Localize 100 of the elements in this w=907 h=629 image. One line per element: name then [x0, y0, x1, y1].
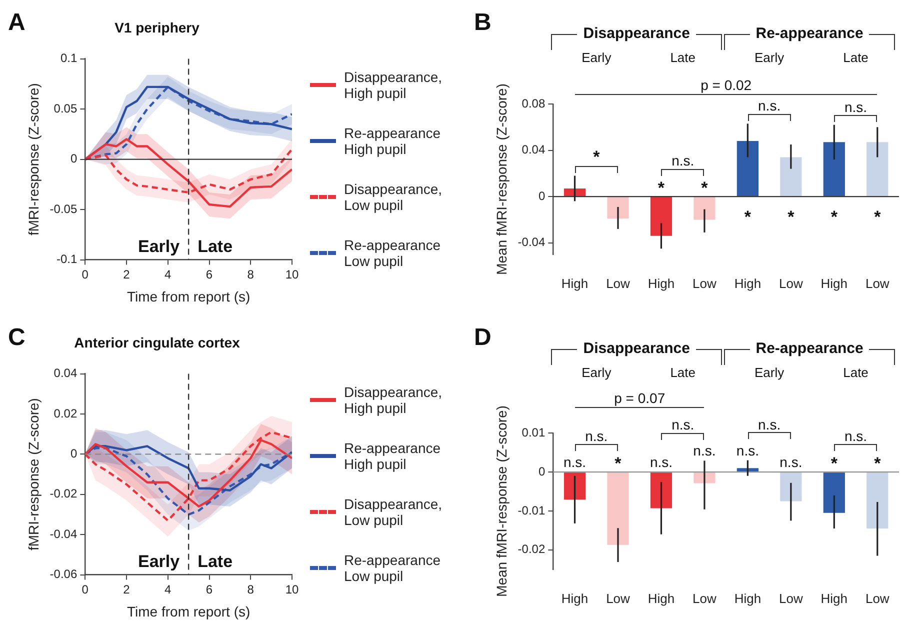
text: D [474, 324, 492, 351]
x-tick-label: Low [606, 276, 631, 291]
x-tick-label: High [648, 276, 675, 291]
y-tick-label: -0.1 [56, 252, 78, 266]
x-tick-label: 6 [206, 267, 213, 282]
x-tick-label: Low [778, 590, 804, 606]
text: Late [843, 365, 868, 380]
annotation: n.s. [844, 428, 868, 444]
line-series [85, 447, 292, 516]
chart-title: Anterior cingulate cortex [74, 334, 240, 350]
text: n.s. [672, 416, 694, 433]
y-tick-label: 0.04 [54, 366, 78, 380]
y-tick-label: 0.04 [522, 142, 546, 157]
y-tick-label: 0.08 [522, 96, 546, 110]
y-axis-title: fMRI-response (Z-score) [25, 398, 42, 551]
x-tick-label: High [734, 590, 762, 606]
text: Early [582, 50, 612, 65]
x-tick-label: High [561, 276, 588, 291]
text: Early [754, 365, 785, 380]
annotation: * [744, 208, 752, 227]
x-tick-label: High [648, 590, 675, 606]
x-tick-label: 4 [164, 582, 172, 596]
x-tick-label: Low [692, 276, 717, 291]
x-tick-label: 0 [82, 582, 89, 596]
x-tick-label: High [561, 590, 588, 606]
y-tick-label: 0 [538, 188, 546, 203]
text: n.s. [758, 416, 781, 432]
x-tick-label: Low [865, 276, 890, 291]
y-axis-title: Mean fMRI-response (Z-score) [493, 406, 510, 597]
bar [650, 197, 672, 236]
bar [607, 197, 629, 219]
annotation: * [614, 454, 622, 473]
x-tick-label: 10 [285, 582, 299, 596]
y-axis-title: Mean fMRI-response (Z-score) [493, 84, 510, 275]
y-tick-label: 0 [70, 446, 78, 461]
bar [694, 197, 716, 220]
y-tick-label: 0 [70, 152, 78, 166]
annotation: n.s. [844, 98, 868, 115]
y-tick-label: -0.02 [50, 486, 78, 501]
x-tick-label: High [734, 276, 762, 291]
bar [736, 141, 758, 196]
text: p = 0.02 [700, 77, 752, 93]
text: Early [582, 365, 612, 380]
annotation: n.s. [585, 428, 608, 444]
x-tick-label: Low [606, 590, 631, 606]
y-tick-label: -0.01 [518, 503, 546, 518]
text: A [8, 9, 26, 36]
y-tick-label: -0.06 [50, 567, 78, 582]
legend-label: Disappearance, High pupil [344, 384, 444, 416]
text: p = 0.07 [614, 390, 666, 406]
annotation: n.s. [672, 152, 694, 169]
text: Late [670, 365, 696, 380]
bar [564, 188, 586, 196]
annotation: Late [198, 236, 233, 256]
legend-label: Disappearance, Low pupil [344, 180, 444, 213]
legend-label: Disappearance, Low pupil [344, 496, 444, 528]
x-tick-label: 0 [82, 267, 89, 282]
annotation: Late [198, 552, 233, 571]
text: Late [843, 50, 868, 65]
annotation: * [830, 454, 838, 473]
x-tick-label: 8 [247, 267, 254, 282]
bar [823, 142, 845, 196]
y-tick-label: -0.02 [518, 542, 546, 556]
y-tick-label: -0.04 [50, 526, 78, 541]
annotation: Early [138, 236, 180, 256]
annotation: n.s. [736, 442, 759, 458]
text: Late [670, 50, 696, 65]
text: Disappearance [583, 25, 690, 42]
x-tick-label: High [820, 276, 848, 291]
annotation: n.s. [650, 454, 673, 470]
annotation: n.s. [758, 98, 781, 114]
bar [780, 157, 802, 196]
annotation: n.s. [780, 454, 802, 470]
x-tick-label: 6 [206, 582, 213, 596]
x-tick-label: 2 [123, 582, 130, 596]
annotation: * [874, 208, 882, 227]
x-tick-label: 8 [247, 582, 254, 596]
text: Early [754, 50, 785, 65]
x-tick-label: 10 [285, 267, 299, 282]
legend-label: Re-appearance Low pupil [344, 236, 442, 269]
y-tick-label: 0.02 [54, 406, 78, 420]
x-tick-label: Low [778, 276, 804, 291]
x-tick-label: High [820, 590, 848, 606]
x-tick-label: 4 [164, 267, 172, 282]
text: Re-appearance [756, 25, 864, 42]
y-tick-label: 0 [538, 464, 546, 478]
text: Disappearance [583, 340, 690, 358]
y-tick-label: 0.01 [522, 425, 546, 440]
annotation: * [658, 178, 665, 198]
annotation: Early [138, 552, 180, 571]
x-axis-title: Time from report (s) [127, 603, 250, 620]
annotation: * [593, 148, 600, 167]
text: Re-appearance [756, 340, 864, 358]
legend-label: Re-appearance High pupil [344, 124, 442, 157]
legend-label: Re-appearance Low pupil [344, 552, 442, 584]
x-tick-label: Low [865, 590, 890, 606]
x-tick-label: 2 [123, 267, 130, 282]
bar [866, 142, 888, 196]
annotation: * [874, 454, 882, 473]
y-tick-label: -0.04 [518, 235, 546, 250]
